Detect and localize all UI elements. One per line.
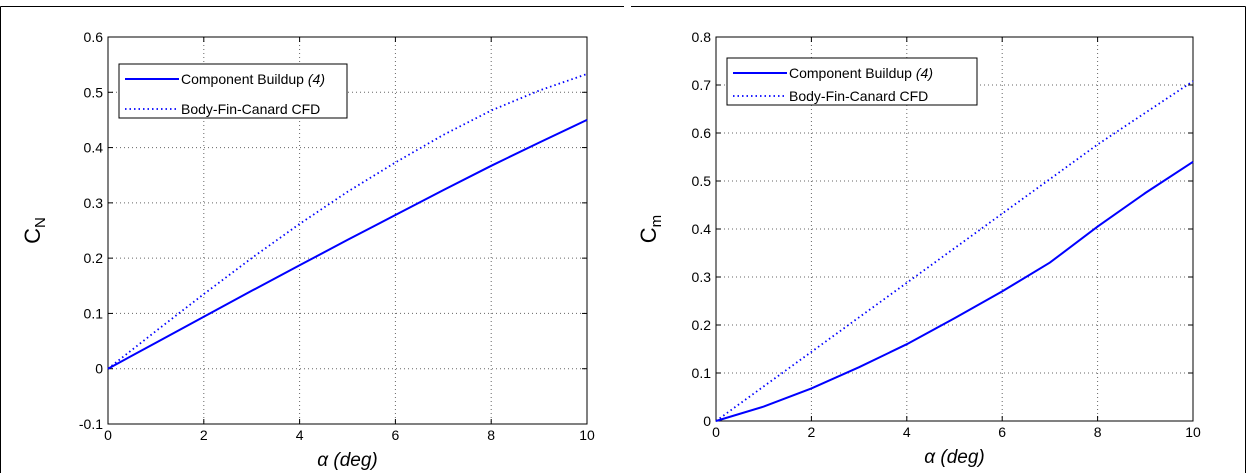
y-axis-label: CN — [20, 217, 49, 244]
y-tick-label: -0.1 — [79, 416, 103, 432]
x-tick-label: 6 — [392, 427, 400, 443]
x-tick-label: 2 — [200, 427, 208, 443]
y-axis-label: Cm — [636, 215, 665, 243]
y-tick-label: 0.3 — [692, 269, 712, 285]
y-tick-label: 0.2 — [692, 317, 712, 333]
y-tick-label: 0.3 — [84, 195, 104, 211]
x-tick-label: 8 — [1094, 424, 1102, 440]
x-tick-label: 0 — [104, 427, 112, 443]
legend-label-ref: (4) — [304, 71, 325, 87]
y-axis-label-sub: N — [32, 217, 49, 228]
y-axis-label-sub: m — [648, 215, 665, 228]
x-tick-label: 4 — [903, 424, 911, 440]
legend-label-name: Component Buildup — [789, 65, 912, 81]
y-tick-label: 0.4 — [84, 140, 104, 156]
chart-pitching-moment: 0 2 4 6 8 10 0 0.1 0.2 0.3 0.4 0.5 0.6 0.7 0.8 α (deg) C… — [636, 29, 1201, 468]
y-tick-label: 0.8 — [692, 29, 712, 45]
series-line-component-buildup — [715, 160, 1194, 422]
x-tick-label: 10 — [579, 427, 595, 443]
y-axis-label-main: C — [20, 228, 45, 244]
axes-box — [107, 36, 588, 425]
y-tick-label: 0 — [95, 361, 103, 377]
x-axis-label-unit: (deg) — [333, 450, 377, 471]
x-axis-label-symbol: α — [317, 450, 333, 471]
y-tick-label: 0 — [703, 413, 711, 429]
x-tick-label: 0 — [712, 424, 720, 440]
legend-label-ref: (4) — [912, 65, 933, 81]
x-tick-label: 8 — [487, 427, 495, 443]
y-tick-label: 0.5 — [692, 173, 712, 189]
y-tick-label: 0.4 — [692, 221, 712, 237]
legend-box — [726, 57, 978, 106]
x-tick-label: 2 — [808, 424, 816, 440]
x-axis-label: α (deg) — [317, 450, 377, 471]
x-axis-label-unit: (deg) — [940, 447, 984, 468]
y-tick-label: 0.1 — [84, 305, 104, 321]
legend-label: Component Buildup (4) — [181, 71, 325, 87]
x-axis-label-symbol: α — [924, 447, 940, 468]
series-line-body-fin-canard-cfd — [107, 73, 588, 370]
y-axis-label-main: C — [636, 227, 661, 243]
x-tick-label: 4 — [296, 427, 304, 443]
legend-label: Body-Fin-Canard CFD — [789, 88, 928, 104]
y-tick-label: 0.7 — [692, 77, 712, 93]
y-tick-label: 0.5 — [84, 84, 104, 100]
legend-label: Body-Fin-Canard CFD — [181, 101, 320, 117]
y-tick-label: 0.6 — [84, 29, 104, 45]
y-tick-label: 0.2 — [84, 250, 104, 266]
legend-label-name: Body-Fin-Canard CFD — [181, 101, 320, 117]
x-tick-label: 6 — [998, 424, 1006, 440]
legend-label-name: Body-Fin-Canard CFD — [789, 88, 928, 104]
legend-label: Component Buildup (4) — [789, 65, 933, 81]
y-tick-label: 0.6 — [692, 125, 712, 141]
chart-normal-force: 0 2 4 6 8 10-0.100.10.20.30.40.50.6α (deg)CNC… — [20, 29, 595, 471]
series-line-component-buildup — [107, 118, 588, 370]
legend-label-name: Component Buildup — [181, 71, 304, 87]
x-tick-label: 10 — [1185, 424, 1201, 440]
y-tick-label: 0.1 — [692, 365, 712, 381]
x-axis-label: α (deg) — [924, 447, 984, 468]
